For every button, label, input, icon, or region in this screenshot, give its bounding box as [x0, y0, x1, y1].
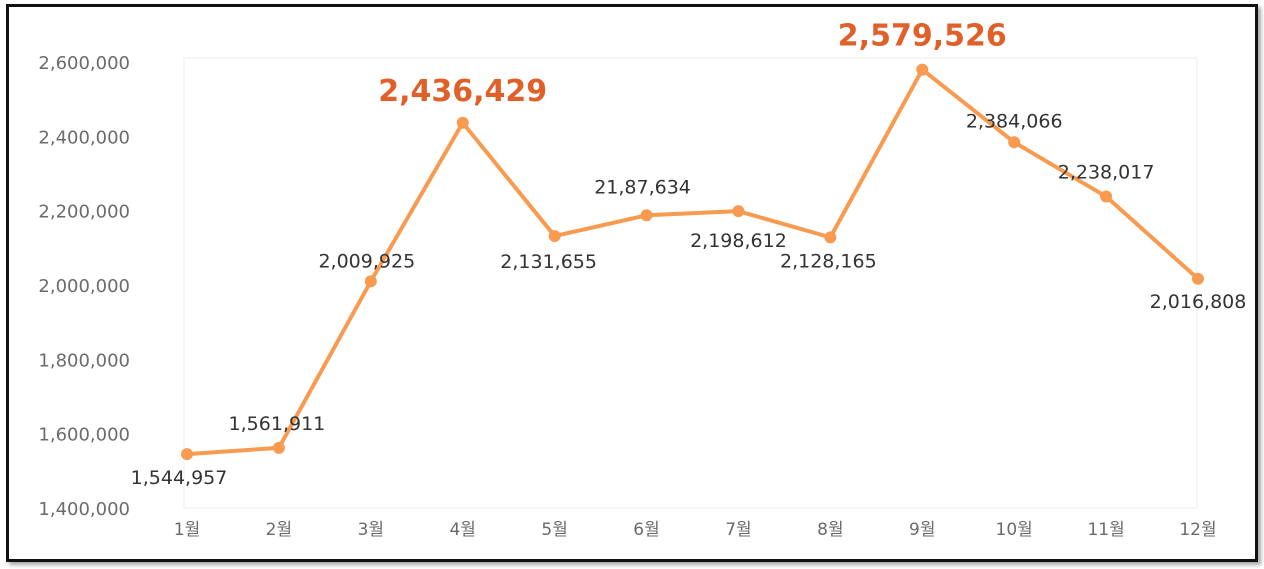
data-points — [181, 63, 1204, 461]
data-label: 2,384,066 — [966, 110, 1063, 132]
data-label: 1,544,957 — [131, 467, 228, 489]
y-tick-label: 2,600,000 — [38, 53, 130, 74]
data-point — [364, 275, 377, 288]
x-tick-label: 11월 — [1087, 520, 1124, 540]
y-tick-label: 1,600,000 — [38, 425, 130, 446]
data-point — [640, 209, 653, 222]
x-tick-label: 12월 — [1179, 520, 1216, 540]
x-tick-label: 3월 — [358, 520, 384, 540]
data-labels: 1,544,957 1,561,911 2,009,925 2,436,429 2,13… — [131, 19, 1247, 490]
y-tick-label: 1,800,000 — [38, 350, 130, 371]
line-chart: 1,400,000 1,600,000 1,800,000 2,000,000 2,20… — [38, 19, 1247, 540]
x-tick-label: 7월 — [725, 520, 751, 540]
y-tick-label: 2,400,000 — [38, 127, 130, 148]
data-point — [181, 448, 193, 461]
data-point — [456, 116, 469, 129]
data-label: 2,238,017 — [1058, 162, 1155, 184]
y-tick-label: 1,400,000 — [38, 499, 130, 520]
y-tick-label: 2,200,000 — [38, 202, 130, 223]
x-tick-label: 6월 — [633, 520, 659, 540]
x-tick-label: 8월 — [817, 520, 843, 540]
data-point — [824, 231, 837, 244]
data-label: 2,198,612 — [690, 230, 787, 252]
series-line — [185, 67, 1200, 457]
x-tick-label: 5월 — [541, 520, 567, 540]
data-point — [1100, 190, 1113, 203]
data-label: 2,131,655 — [500, 251, 597, 273]
y-tick-label: 2,000,000 — [38, 276, 130, 297]
data-label: 1,561,911 — [229, 413, 326, 435]
x-tick-label: 2월 — [266, 520, 292, 540]
data-label: 2,016,808 — [1150, 291, 1247, 313]
y-axis: 1,400,000 1,600,000 1,800,000 2,000,000 2,20… — [38, 53, 130, 520]
data-point — [272, 441, 285, 454]
data-label: 2,128,165 — [780, 250, 877, 272]
x-tick-label: 4월 — [449, 520, 475, 540]
plot-area — [183, 57, 1198, 509]
data-point — [1008, 136, 1021, 149]
data-point — [916, 63, 929, 76]
data-point — [732, 205, 745, 218]
x-axis: 1월 2월 3월 4월 5월 6월 7월 8월 9월 10월 11월 12월 — [174, 520, 1217, 540]
data-point — [548, 230, 561, 243]
data-label: 2,009,925 — [318, 250, 415, 272]
data-label-highlight: 2,436,429 — [378, 74, 547, 109]
data-point — [1192, 272, 1204, 285]
data-label-highlight: 2,579,526 — [838, 19, 1007, 54]
x-tick-label: 10월 — [996, 520, 1033, 540]
x-tick-label: 1월 — [174, 520, 200, 540]
data-label: 21,87,634 — [594, 176, 691, 198]
x-tick-label: 9월 — [909, 520, 935, 540]
chart-frame: 1,400,000 1,600,000 1,800,000 2,000,000 2,20… — [6, 4, 1258, 562]
